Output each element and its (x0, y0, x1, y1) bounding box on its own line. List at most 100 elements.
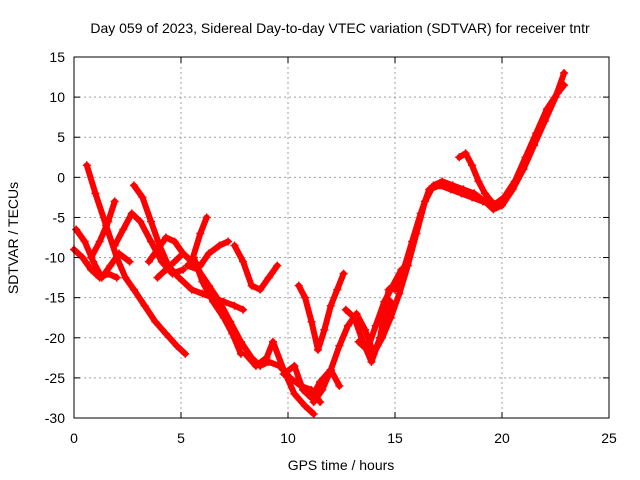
y-tick-label: -30 (45, 410, 65, 426)
data-point (121, 273, 130, 282)
data-point (170, 257, 179, 266)
y-tick-label: -5 (53, 209, 66, 225)
data-point (298, 385, 307, 394)
data-point (215, 297, 224, 306)
data-point (273, 261, 282, 270)
data-point (226, 317, 235, 326)
data-point (480, 189, 489, 198)
data-point (204, 281, 213, 290)
data-series (70, 69, 569, 418)
x-tick-label: 0 (70, 430, 78, 446)
data-point (378, 333, 387, 342)
data-point (125, 257, 134, 266)
y-axis-label: SDTVAR / TECUs (5, 182, 21, 294)
data-point (309, 409, 318, 418)
data-point (138, 193, 147, 202)
data-point (80, 237, 89, 246)
data-point (170, 237, 179, 246)
data-point (478, 197, 487, 206)
y-tick-label: 5 (57, 129, 65, 145)
data-point (174, 273, 183, 282)
data-point (468, 193, 477, 202)
series-line (355, 266, 405, 353)
data-point (198, 289, 207, 298)
data-point (560, 69, 569, 78)
data-point (335, 381, 344, 390)
data-point (91, 189, 100, 198)
data-point (395, 289, 404, 298)
data-point (367, 357, 376, 366)
data-point (333, 285, 342, 294)
data-point (301, 401, 310, 410)
data-point (457, 189, 466, 198)
data-point (532, 129, 541, 138)
data-point (339, 269, 348, 278)
data-point (95, 273, 104, 282)
data-point (553, 89, 562, 98)
x-axis-label: GPS time / hours (288, 457, 395, 473)
data-point (82, 161, 91, 170)
data-point (318, 385, 327, 394)
y-tick-label: 10 (49, 89, 65, 105)
data-point (110, 241, 119, 250)
data-point (461, 149, 470, 158)
data-point (112, 273, 121, 282)
data-point (326, 301, 335, 310)
data-point (87, 265, 96, 274)
data-point (290, 389, 299, 398)
data-point (425, 185, 434, 194)
data-point (307, 317, 316, 326)
data-point (136, 217, 145, 226)
data-point (343, 321, 352, 330)
data-point (147, 217, 156, 226)
data-point (269, 337, 278, 346)
data-point (151, 317, 160, 326)
data-point (294, 281, 303, 290)
y-tick-label: -20 (45, 330, 65, 346)
data-point (127, 209, 136, 218)
data-point (386, 313, 395, 322)
data-point (279, 369, 288, 378)
series-13 (294, 269, 348, 354)
data-point (560, 81, 569, 90)
data-point (129, 285, 138, 294)
data-point (147, 237, 156, 246)
data-point (399, 265, 408, 274)
data-point (189, 253, 198, 262)
x-tick-labels: 0 5 10 15 20 25 (70, 430, 617, 446)
data-point (487, 197, 496, 206)
data-point (455, 153, 464, 162)
data-point (510, 177, 519, 186)
data-point (104, 217, 113, 226)
data-point (87, 253, 96, 262)
data-point (380, 297, 389, 306)
data-point (341, 305, 350, 314)
data-point (361, 325, 370, 334)
data-point (72, 225, 81, 234)
series-line (242, 338, 317, 417)
y-tick-label: 15 (49, 49, 65, 65)
series-line (392, 82, 568, 293)
data-point (542, 105, 551, 114)
series-line (231, 242, 281, 293)
data-point (326, 365, 335, 374)
data-point (251, 361, 260, 370)
y-tick-label: -10 (45, 250, 65, 266)
series-line (88, 198, 118, 261)
data-point (129, 181, 138, 190)
data-point (416, 209, 425, 218)
data-point (290, 361, 299, 370)
y-tick-label: -15 (45, 290, 65, 306)
data-point (262, 353, 271, 362)
data-point (179, 249, 188, 258)
series-10 (230, 241, 282, 294)
data-point (500, 197, 509, 206)
data-point (493, 201, 502, 210)
series-17 (369, 69, 569, 358)
data-point (162, 265, 171, 274)
data-point (215, 241, 224, 250)
data-point (204, 249, 213, 258)
y-tick-labels: -30 -25 -20 -15 -10 -5 0 5 10 15 (45, 49, 65, 426)
data-point (468, 161, 477, 170)
